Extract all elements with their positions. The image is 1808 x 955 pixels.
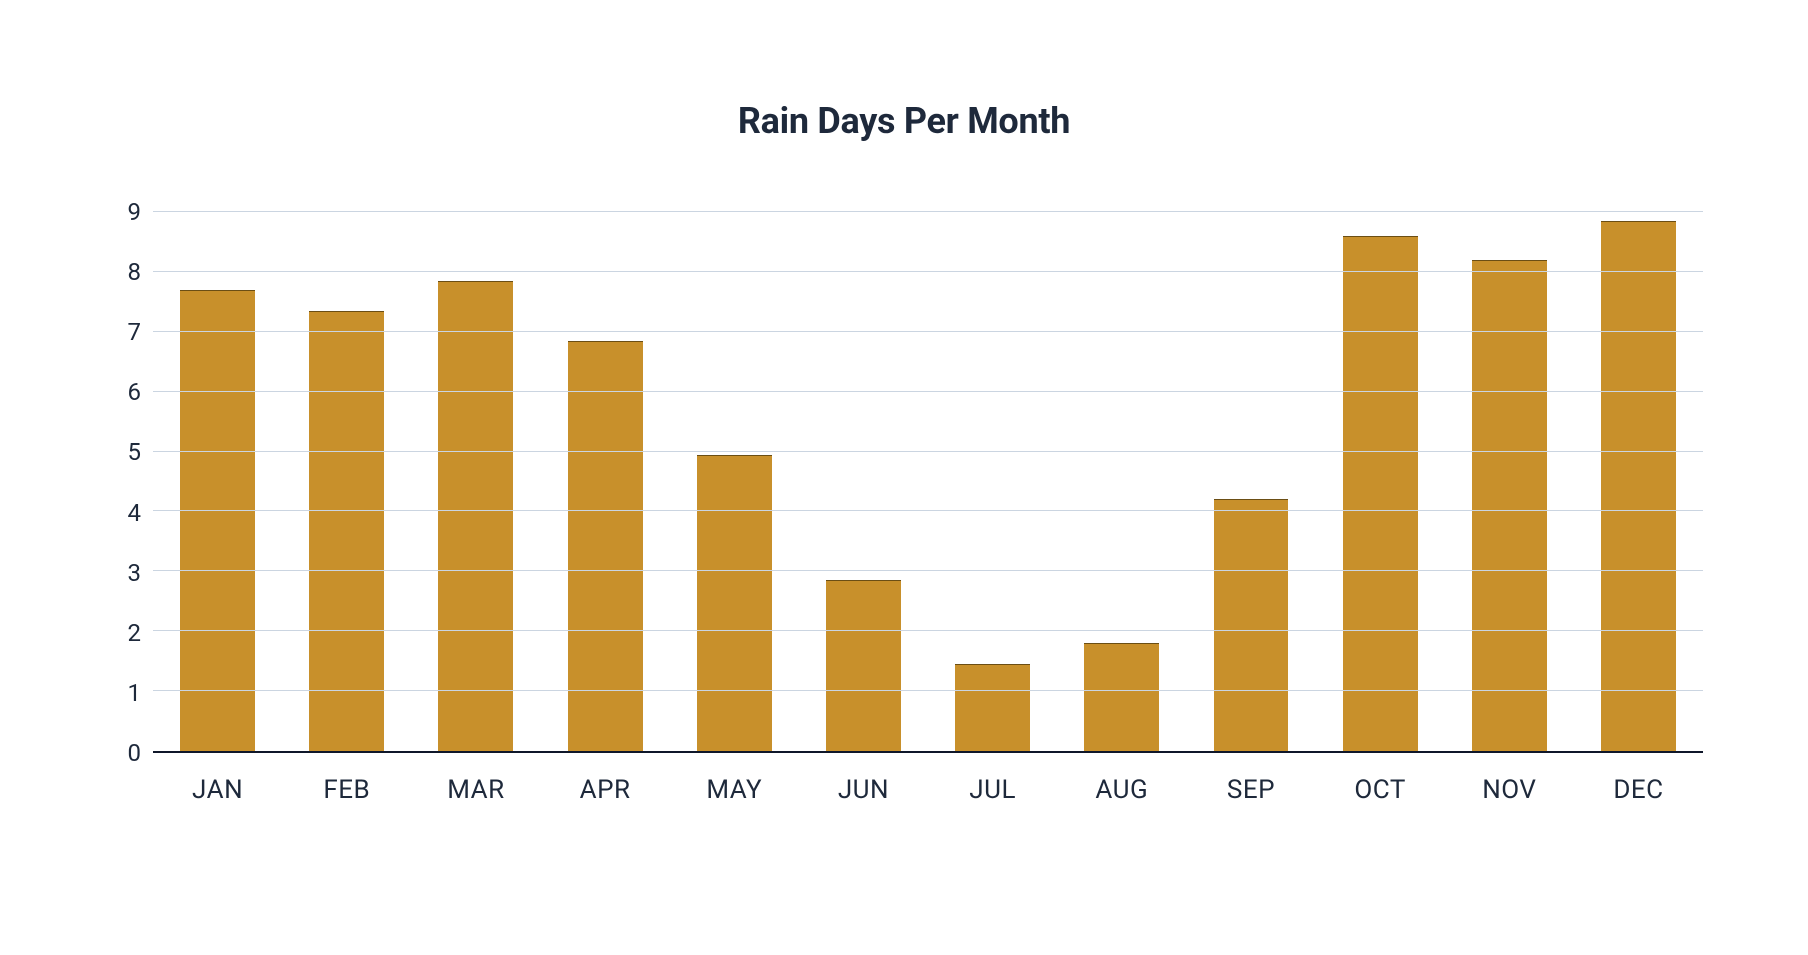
bar-slot [541,212,670,751]
bar-jun [826,580,901,751]
x-label-jan: JAN [153,775,282,805]
bar-dec [1601,221,1676,751]
bar-slot [1316,212,1445,751]
gridline [153,630,1703,631]
x-axis-labels: JANFEBMARAPRMAYJUNJULAUGSEPOCTNOVDEC [153,775,1703,805]
x-label-aug: AUG [1057,775,1186,805]
x-label-dec: DEC [1574,775,1703,805]
y-tick-label: 7 [128,318,142,346]
y-tick-label: 5 [128,438,142,466]
bar-slot [282,212,411,751]
gridline [153,391,1703,392]
y-tick-label: 8 [128,258,142,286]
x-label-apr: APR [541,775,670,805]
x-label-feb: FEB [282,775,411,805]
x-axis-spacer [105,775,153,805]
gridline [153,331,1703,332]
gridline [153,271,1703,272]
bar-mar [438,281,513,751]
bar-slot [670,212,799,751]
x-label-jun: JUN [799,775,928,805]
gridline [153,690,1703,691]
bar-slot [1057,212,1186,751]
gridline [153,570,1703,571]
bar-oct [1343,236,1418,751]
x-label-sep: SEP [1186,775,1315,805]
plot-area [153,212,1703,753]
bar-slot [153,212,282,751]
y-axis: 0123456789 [105,212,153,753]
bar-slot [1186,212,1315,751]
x-axis-row: JANFEBMARAPRMAYJUNJULAUGSEPOCTNOVDEC [105,775,1703,805]
x-label-may: MAY [670,775,799,805]
bar-slot [1445,212,1574,751]
y-tick-label: 4 [128,499,142,527]
y-tick-label: 9 [128,198,142,226]
chart-title: Rain Days Per Month [105,100,1703,142]
bar-sep [1214,499,1289,751]
bar-jul [955,664,1030,751]
gridline [153,211,1703,212]
y-tick-label: 1 [128,679,142,707]
bar-feb [309,311,384,751]
x-label-oct: OCT [1316,775,1445,805]
bar-nov [1472,260,1547,751]
gridline [153,510,1703,511]
bars-container [153,212,1703,751]
y-tick-label: 6 [128,378,142,406]
x-label-nov: NOV [1445,775,1574,805]
bar-slot [411,212,540,751]
bar-slot [928,212,1057,751]
plot-row: 0123456789 [105,212,1703,753]
y-tick-label: 3 [128,559,142,587]
bar-aug [1084,643,1159,751]
gridline [153,451,1703,452]
bar-jan [180,290,255,751]
bar-slot [1574,212,1703,751]
bar-may [697,455,772,751]
y-tick-label: 0 [128,739,142,767]
x-label-jul: JUL [928,775,1057,805]
x-label-mar: MAR [411,775,540,805]
bar-slot [799,212,928,751]
y-tick-label: 2 [128,619,142,647]
rain-days-chart: Rain Days Per Month 0 1 2 3 4 5 6 7 8 9 JANFEBMAR… [0,0,1808,955]
